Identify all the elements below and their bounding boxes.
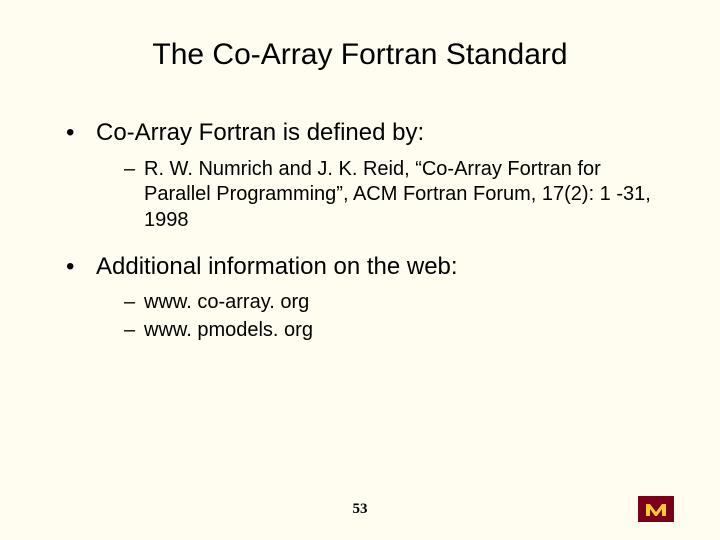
- page-number: 53: [353, 501, 368, 518]
- sub-bullet-item: R. W. Numrich and J. K. Reid, “Co-Array …: [124, 157, 660, 234]
- slide-title: The Co-Array Fortran Standard: [60, 38, 660, 72]
- m-icon: [644, 500, 668, 518]
- bullet-list: Co-Array Fortran is defined by: R. W. Nu…: [60, 118, 660, 343]
- bullet-text: Additional information on the web:: [96, 253, 458, 280]
- sub-bullet-text: www. co-array. org: [144, 291, 309, 313]
- bullet-text: Co-Array Fortran is defined by:: [96, 119, 424, 146]
- slide: The Co-Array Fortran Standard Co-Array F…: [0, 0, 720, 540]
- umn-logo: [638, 496, 674, 522]
- bullet-item: Co-Array Fortran is defined by: R. W. Nu…: [60, 118, 660, 234]
- sub-bullet-text: www. pmodels. org: [144, 319, 313, 341]
- footer: 53: [0, 492, 720, 522]
- sub-bullet-item: www. pmodels. org: [124, 318, 660, 344]
- sub-bullet-text: R. W. Numrich and J. K. Reid, “Co-Array …: [144, 158, 651, 231]
- sub-bullet-list: www. co-array. org www. pmodels. org: [96, 290, 660, 343]
- sub-bullet-item: www. co-array. org: [124, 290, 660, 316]
- bullet-item: Additional information on the web: www. …: [60, 252, 660, 344]
- sub-bullet-list: R. W. Numrich and J. K. Reid, “Co-Array …: [96, 157, 660, 234]
